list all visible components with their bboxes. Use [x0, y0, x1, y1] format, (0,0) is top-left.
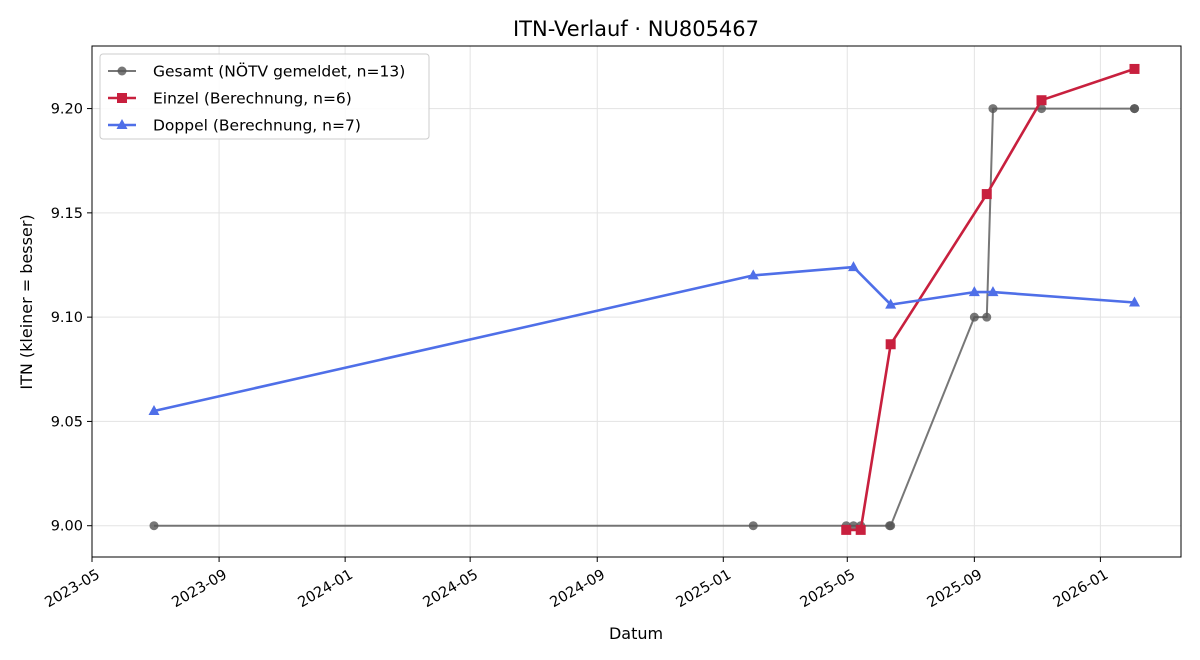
data-point	[747, 269, 759, 280]
data-point	[1036, 95, 1047, 106]
series-3	[148, 261, 1141, 415]
legend-box	[99, 53, 430, 140]
x-tick-label: 2025-05	[798, 567, 858, 611]
x-tick-label: 2023-09	[169, 567, 229, 611]
x-tick-label: 2023-05	[42, 567, 102, 611]
legend-entry: Doppel (Berechnung, n=7)	[108, 117, 361, 135]
y-axis-label: ITN (kleiner = besser)	[17, 214, 36, 389]
plot-frame	[91, 45, 1182, 558]
x-tick-label: 2024-01	[295, 567, 355, 611]
data-point	[885, 298, 897, 309]
x-tick-label: 2026-01	[1051, 567, 1111, 611]
x-axis-label: Datum	[609, 624, 663, 643]
data-point	[886, 521, 896, 531]
data-point	[116, 119, 128, 129]
data-point	[982, 312, 992, 322]
data-point	[855, 524, 866, 535]
data-point	[841, 524, 852, 535]
data-point	[988, 104, 998, 114]
data-point	[1129, 63, 1140, 74]
x-tick-label: 2025-01	[674, 567, 734, 611]
y-tick-label: 9.20	[51, 102, 83, 118]
legend-label: Doppel (Berechnung, n=7)	[153, 117, 361, 135]
y-tick-label: 9.15	[51, 206, 83, 222]
data-point	[148, 405, 160, 415]
chart-title: ITN-Verlauf · NU805467	[513, 17, 759, 41]
y-axis-ticks: 9.00 9.05 9.10 9.15 9.20	[51, 102, 92, 535]
data-point	[1130, 104, 1140, 114]
legend-label: Einzel (Berechnung, n=6)	[153, 90, 352, 108]
data-point	[117, 93, 127, 103]
x-tick-label: 2024-09	[548, 567, 608, 611]
data-point	[968, 286, 980, 297]
legend-entry: Gesamt (NÖTV gemeldet, n=13)	[108, 62, 405, 81]
series-layer	[148, 63, 1141, 535]
data-point	[987, 286, 999, 297]
y-tick-label: 9.05	[51, 414, 83, 430]
x-axis-ticks: 2023-05 2023-09 2024-01 2024-05 2024-09 2025-…	[42, 557, 1111, 611]
data-point	[149, 521, 159, 531]
legend-entry: Einzel (Berechnung, n=6)	[108, 90, 352, 108]
data-point	[885, 339, 896, 350]
data-point	[847, 261, 859, 272]
data-point	[981, 189, 992, 200]
data-point	[117, 66, 127, 76]
legend: Gesamt (NÖTV gemeldet, n=13) Einzel (Bere…	[99, 53, 430, 140]
data-point	[748, 521, 758, 531]
y-tick-label: 9.00	[51, 519, 83, 535]
series-2	[841, 63, 1140, 535]
legend-label: Gesamt (NÖTV gemeldet, n=13)	[153, 62, 405, 81]
y-tick-label: 9.10	[51, 310, 83, 326]
data-point	[969, 312, 979, 322]
x-tick-label: 2025-09	[925, 567, 985, 611]
x-tick-label: 2024-05	[420, 567, 480, 611]
data-point	[1129, 296, 1141, 307]
